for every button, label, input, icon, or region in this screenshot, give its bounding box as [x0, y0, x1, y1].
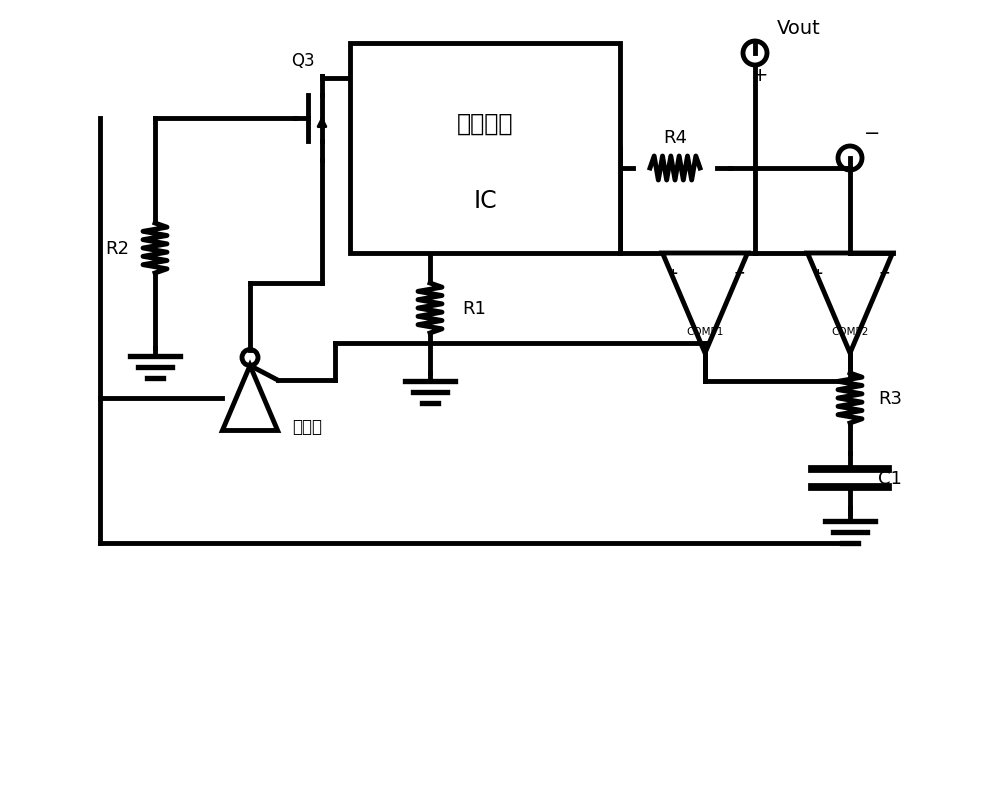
Text: COMP2: COMP2 [831, 327, 869, 336]
Text: R2: R2 [105, 240, 129, 258]
Text: C1: C1 [878, 470, 902, 487]
Text: +: + [667, 267, 678, 280]
Text: R4: R4 [663, 128, 687, 147]
Text: COMP1: COMP1 [686, 327, 724, 336]
FancyBboxPatch shape [350, 44, 620, 254]
Text: IC: IC [473, 190, 497, 214]
Text: 反向器: 反向器 [292, 418, 322, 435]
Text: Q3: Q3 [291, 52, 315, 70]
Text: −: − [734, 265, 745, 279]
Text: R1: R1 [462, 300, 486, 318]
Text: −: − [864, 124, 880, 143]
Text: R3: R3 [878, 389, 902, 407]
Text: −: − [879, 265, 890, 279]
Text: +: + [812, 267, 823, 280]
Text: Vout: Vout [777, 19, 821, 39]
Text: +: + [752, 67, 768, 85]
Text: 电源管理: 电源管理 [457, 112, 513, 136]
